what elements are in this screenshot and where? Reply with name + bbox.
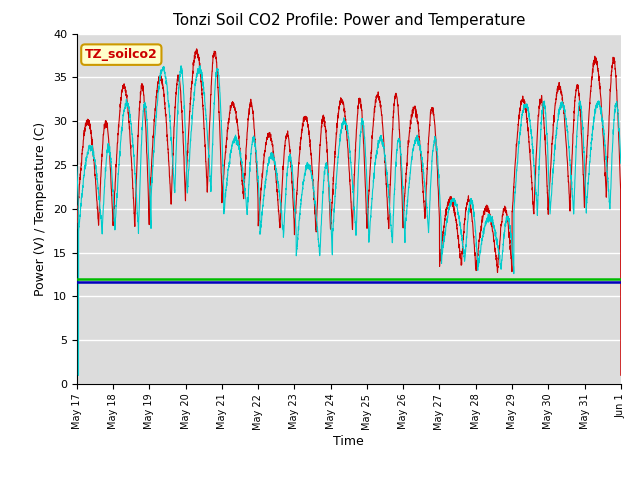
X-axis label: Time: Time: [333, 435, 364, 448]
Title: Tonzi Soil CO2 Profile: Power and Temperature: Tonzi Soil CO2 Profile: Power and Temper…: [173, 13, 525, 28]
Text: TZ_soilco2: TZ_soilco2: [85, 48, 157, 61]
Y-axis label: Power (V) / Temperature (C): Power (V) / Temperature (C): [35, 122, 47, 296]
